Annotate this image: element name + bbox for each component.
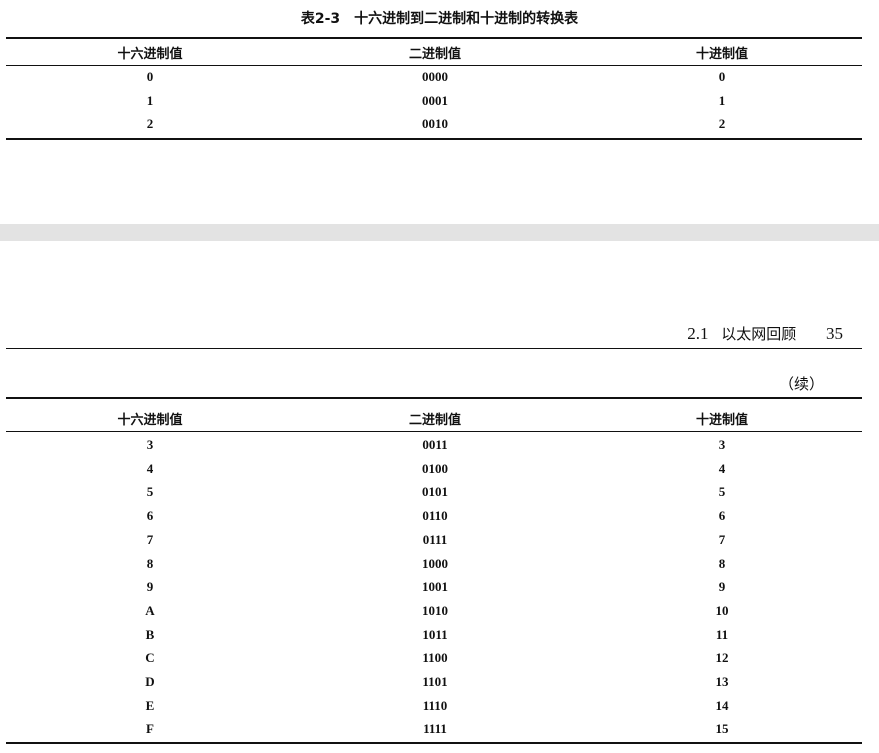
cell-decimal: 12 bbox=[715, 650, 729, 666]
header-binary: 二进制值 bbox=[408, 46, 462, 62]
cell-hex: 8 bbox=[146, 555, 154, 571]
table-row: C 1100 12 bbox=[6, 646, 862, 670]
table-row: 8 1000 8 bbox=[6, 552, 862, 576]
cell-hex: D bbox=[145, 674, 155, 689]
table-row: 2 0010 2 bbox=[6, 112, 862, 136]
table-row: 7 0111 7 bbox=[6, 528, 862, 552]
table-bottom-rule bbox=[6, 138, 862, 140]
cell-decimal: 7 bbox=[718, 531, 726, 547]
cell-binary: 0000 bbox=[422, 69, 448, 84]
table-row: F 1111 15 bbox=[6, 717, 862, 741]
cell-hex: 3 bbox=[146, 437, 154, 452]
cell-binary: 1010 bbox=[422, 602, 448, 618]
cell-decimal: 2 bbox=[718, 116, 726, 132]
cell-decimal: 1 bbox=[718, 92, 726, 108]
header-hex: 十六进制值 bbox=[117, 46, 183, 62]
page-separator bbox=[0, 224, 879, 241]
cell-hex: 2 bbox=[146, 116, 154, 132]
cell-hex: 1 bbox=[146, 92, 154, 108]
cell-decimal: 6 bbox=[718, 508, 726, 524]
cell-decimal: 4 bbox=[718, 460, 726, 476]
cell-binary: 1110 bbox=[422, 697, 448, 713]
cell-decimal: 9 bbox=[718, 579, 726, 595]
table-row: B 1011 11 bbox=[6, 623, 862, 647]
cell-decimal: 8 bbox=[718, 555, 726, 571]
cell-binary: 0010 bbox=[422, 116, 448, 132]
table-row: 6 0110 6 bbox=[6, 504, 862, 528]
cell-hex: 9 bbox=[146, 579, 154, 595]
cell-decimal: 0 bbox=[718, 69, 726, 84]
cell-binary: 0001 bbox=[422, 92, 448, 108]
table-row: 0 0000 0 bbox=[6, 65, 862, 89]
header-binary: 二进制值 bbox=[408, 412, 462, 428]
cell-decimal: 11 bbox=[715, 626, 729, 642]
cell-hex: B bbox=[145, 626, 155, 642]
running-head-rule bbox=[6, 348, 862, 349]
table-top-rule bbox=[6, 37, 862, 39]
table-bottom-rule-2 bbox=[6, 742, 862, 744]
cell-binary: 1000 bbox=[422, 555, 448, 571]
cell-decimal: 13 bbox=[715, 674, 729, 689]
cell-hex: C bbox=[145, 650, 155, 666]
header-rule bbox=[6, 65, 862, 66]
cell-binary: 1100 bbox=[422, 650, 448, 666]
cell-binary: 0110 bbox=[422, 508, 448, 524]
table-header-row: 十六进制值 二进制值 十进制值 bbox=[6, 40, 862, 64]
table-row: A 1010 10 bbox=[6, 599, 862, 623]
cell-decimal: 10 bbox=[715, 602, 729, 618]
cell-binary: 1011 bbox=[422, 626, 448, 642]
cell-binary: 0111 bbox=[422, 531, 448, 547]
header-decimal: 十进制值 bbox=[695, 46, 749, 62]
cell-decimal: 14 bbox=[715, 697, 729, 713]
table-top-rule-2 bbox=[6, 397, 862, 399]
section-number: 2.1 bbox=[687, 324, 709, 343]
cell-binary: 1101 bbox=[422, 674, 448, 689]
cell-hex: 7 bbox=[146, 531, 154, 547]
continued-label: （续） bbox=[778, 375, 824, 393]
cell-binary: 0011 bbox=[422, 437, 448, 452]
table-row: 5 0101 5 bbox=[6, 480, 862, 504]
header-decimal: 十进制值 bbox=[695, 412, 749, 428]
header-hex: 十六进制值 bbox=[117, 412, 183, 428]
header-rule-2 bbox=[6, 431, 862, 432]
cell-binary: 1001 bbox=[422, 579, 448, 595]
table-row: E 1110 14 bbox=[6, 694, 862, 718]
table-row: 3 0011 3 bbox=[6, 433, 862, 457]
cell-decimal: 5 bbox=[718, 484, 726, 500]
cell-binary: 0101 bbox=[422, 484, 448, 500]
table-row: 4 0100 4 bbox=[6, 457, 862, 481]
cell-hex: 5 bbox=[146, 484, 154, 500]
cell-hex: F bbox=[146, 721, 154, 737]
cell-binary: 1111 bbox=[423, 721, 447, 737]
section-title: 以太网回顾 bbox=[721, 325, 797, 343]
table-header-row-2: 十六进制值 二进制值 十进制值 bbox=[6, 406, 862, 430]
table-row: D 1101 13 bbox=[6, 670, 862, 694]
cell-binary: 0100 bbox=[422, 460, 448, 476]
cell-hex: 4 bbox=[146, 460, 154, 476]
cell-hex: E bbox=[145, 697, 155, 713]
page-number: 35 bbox=[826, 324, 843, 343]
cell-decimal: 3 bbox=[718, 437, 726, 452]
table-row: 9 1001 9 bbox=[6, 575, 862, 599]
running-head: 2.1 以太网回顾 35 bbox=[687, 323, 843, 344]
cell-hex: 0 bbox=[146, 69, 154, 84]
table-title: 表2-3 十六进制到二进制和十进制的转换表 bbox=[300, 11, 579, 27]
table-row: 1 0001 1 bbox=[6, 89, 862, 113]
cell-hex: A bbox=[145, 602, 155, 618]
cell-hex: 6 bbox=[146, 508, 154, 524]
cell-decimal: 15 bbox=[715, 721, 729, 737]
